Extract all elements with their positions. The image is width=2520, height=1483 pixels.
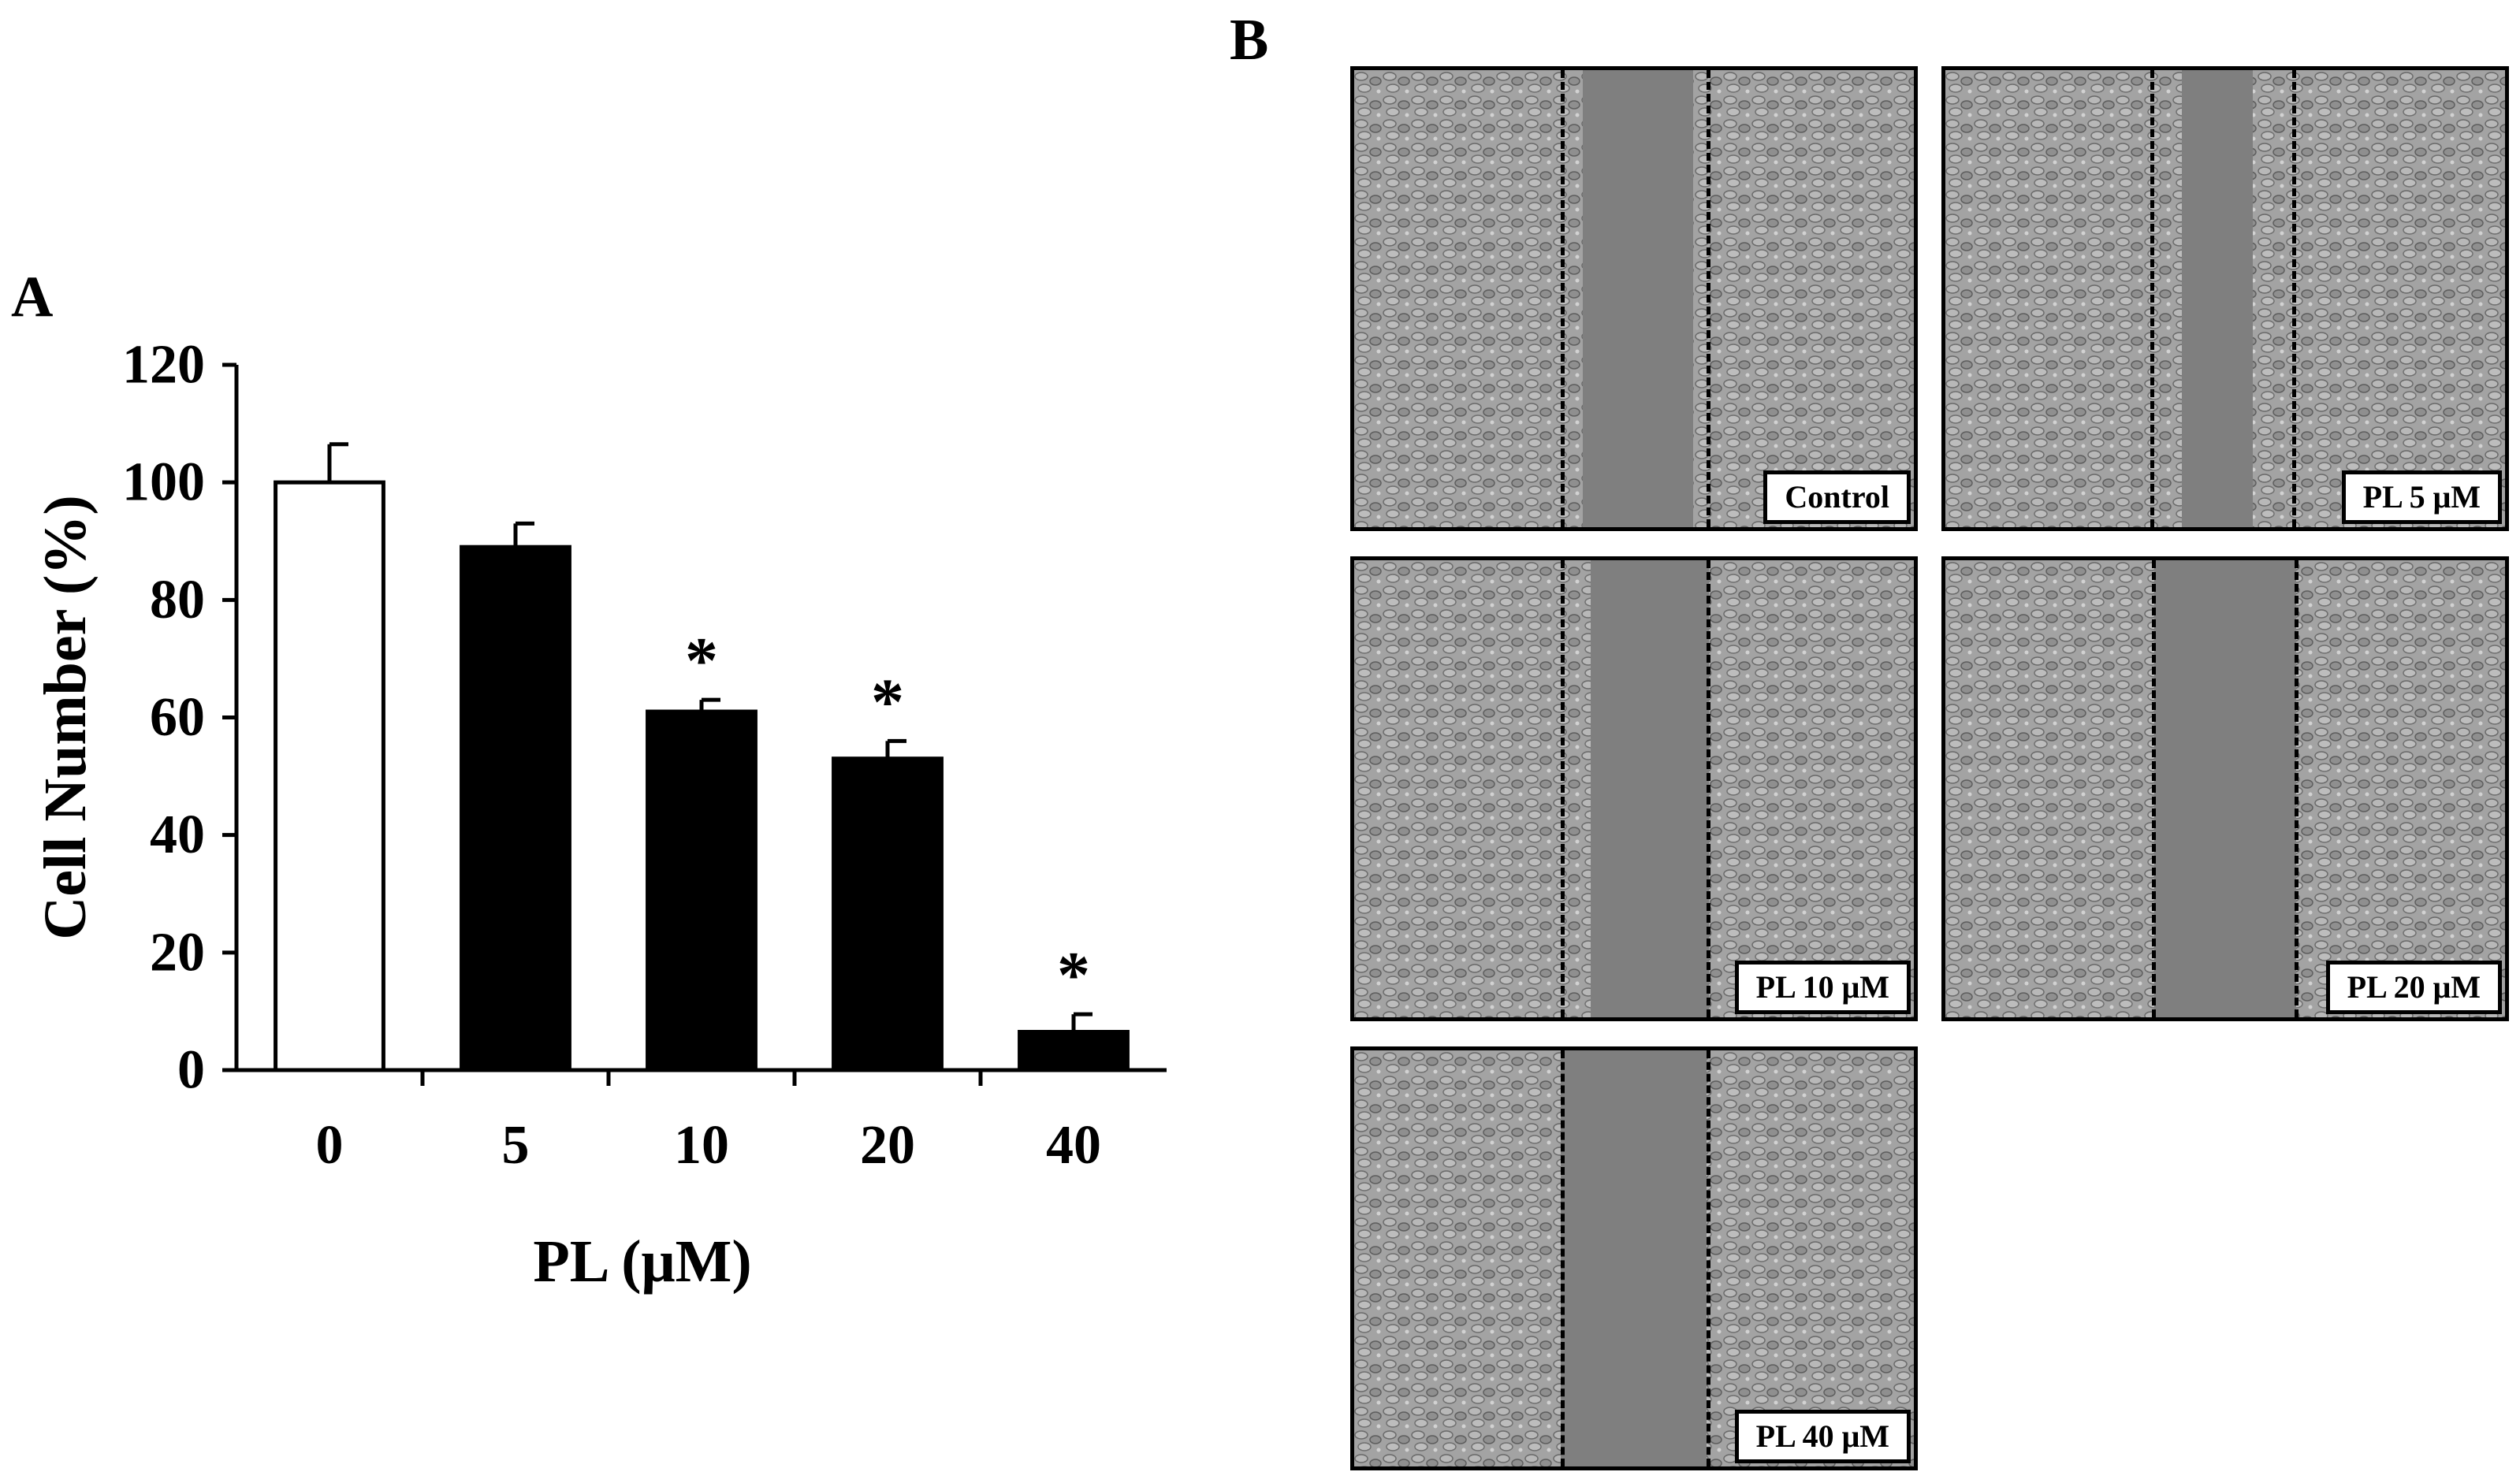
wound-gap <box>1583 70 1693 527</box>
bar <box>646 709 757 1072</box>
x-tick-label: 0 <box>316 1115 344 1176</box>
y-tick-label: 20 <box>150 922 205 983</box>
bar <box>274 480 385 1072</box>
wound-edge-right <box>1707 1050 1710 1466</box>
wound-edge-right <box>1707 70 1710 527</box>
wound-edge-right <box>1707 560 1710 1017</box>
y-tick-label: 40 <box>150 805 205 865</box>
micrograph-pl-40: PL 40 μM <box>1350 1046 1918 1470</box>
wound-edge-left <box>1561 70 1565 527</box>
x-tick-label: 10 <box>674 1115 729 1176</box>
y-tick-label: 60 <box>150 687 205 748</box>
panel-a-letter: A <box>11 265 54 329</box>
y-tick-label: 0 <box>177 1040 205 1101</box>
y-tick-label: 100 <box>122 452 205 513</box>
micrograph-pl-20: PL 20 μM <box>1941 556 2509 1021</box>
bar-chart: 0 20 40 60 80 100 120 0 5 * 10 * 20 * 40 Cell Number (%… <box>32 335 1167 1295</box>
x-axis-title: PL (μM) <box>533 1228 751 1295</box>
x-tick-label: 40 <box>1046 1115 1101 1176</box>
wound-edge-right <box>2292 70 2296 527</box>
wound-gap <box>1561 1050 1707 1466</box>
significance-marker: * <box>871 665 904 738</box>
bar <box>832 756 944 1072</box>
micrograph-label: PL 40 μM <box>1734 1410 1911 1463</box>
wound-edge-left <box>1561 560 1565 1017</box>
significance-marker: * <box>1057 938 1090 1012</box>
wound-gap <box>1591 560 1709 1017</box>
y-tick-label: 120 <box>122 335 205 396</box>
micrograph-label: PL 10 μM <box>1734 961 1911 1014</box>
micrograph-pl-5: PL 5 μM <box>1941 66 2509 531</box>
x-tick-label: 20 <box>860 1115 915 1176</box>
x-tick-label: 5 <box>502 1115 530 1176</box>
y-axis-title: Cell Number (%) <box>32 495 99 939</box>
wound-edge-right <box>2295 560 2299 1017</box>
micrograph-label: PL 20 μM <box>2325 961 2502 1014</box>
micrograph-label: Control <box>1763 470 1911 524</box>
y-tick-label: 80 <box>150 570 205 630</box>
micrograph-control: Control <box>1350 66 1918 531</box>
micrograph-label: PL 5 μM <box>2341 470 2502 524</box>
panel-b-letter: B <box>1230 8 1269 72</box>
wound-edge-left <box>1561 1050 1565 1466</box>
wound-gap <box>2154 560 2296 1017</box>
wound-gap <box>2182 70 2253 527</box>
wound-edge-left <box>2150 70 2154 527</box>
wound-edge-left <box>2152 560 2156 1017</box>
bar <box>460 545 571 1072</box>
micrograph-pl-10: PL 10 μM <box>1350 556 1918 1021</box>
significance-marker: * <box>685 624 718 697</box>
bar <box>1018 1030 1130 1072</box>
